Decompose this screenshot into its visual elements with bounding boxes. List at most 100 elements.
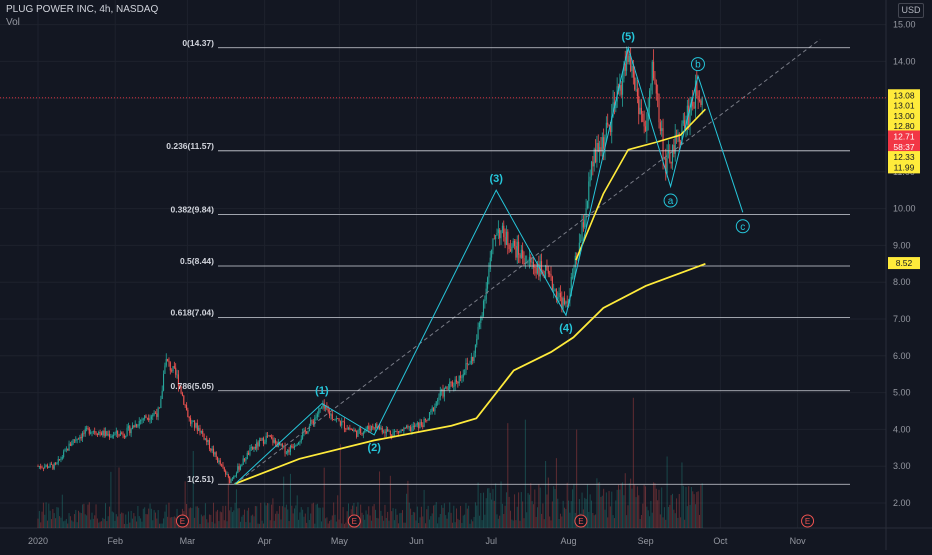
candle-body	[90, 432, 92, 434]
volume-bar	[416, 506, 418, 528]
volume-bar	[149, 503, 151, 528]
candle-body	[550, 273, 552, 277]
fib-level-label: 1(2.51)	[187, 474, 214, 484]
fib-level-label: 0.618(7.04)	[171, 308, 215, 318]
volume-bar	[383, 520, 385, 528]
volume-bar	[457, 518, 459, 528]
candle-body	[422, 425, 424, 427]
candle-body	[148, 417, 150, 421]
candle-body	[536, 264, 539, 274]
volume-bar	[287, 509, 289, 528]
volume-bar	[341, 523, 343, 528]
volume-bar	[322, 507, 324, 528]
candle-body	[693, 106, 695, 109]
candle-body	[50, 463, 53, 465]
earnings-marker-label: E	[805, 517, 810, 526]
volume-bar	[334, 514, 336, 528]
volume-bar	[512, 520, 514, 528]
candle-body	[202, 430, 204, 434]
candle-body	[465, 363, 467, 374]
volume-bar	[692, 491, 694, 528]
volume-bar	[612, 515, 614, 528]
volume-bar	[415, 520, 417, 528]
volume-bar	[339, 444, 341, 528]
candle-body	[214, 452, 216, 455]
volume-bar	[48, 503, 50, 528]
earnings-marker-icon	[175, 514, 189, 528]
volume-bar	[111, 511, 113, 528]
volume-bar	[289, 473, 291, 528]
candle-body	[316, 414, 318, 417]
currency-badge[interactable]: USD	[898, 3, 924, 18]
candle-body	[360, 428, 362, 433]
volume-bar	[277, 513, 279, 528]
volume-bar	[245, 522, 247, 528]
wave-circle	[690, 57, 705, 72]
candle-body	[241, 464, 243, 466]
candle-body	[118, 434, 120, 436]
candle-body	[619, 85, 621, 91]
moving-average-long	[234, 262, 706, 485]
volume-bar	[83, 503, 85, 528]
candle-body	[412, 425, 414, 428]
wave-circle	[735, 219, 750, 234]
volume-bar	[508, 496, 510, 528]
volume-bar	[109, 506, 111, 528]
candle-body	[358, 428, 360, 431]
volume-bar	[211, 521, 213, 528]
volume-bar	[240, 521, 241, 528]
volume-bar	[611, 491, 613, 528]
volume-bar	[503, 513, 505, 528]
volume-bar	[492, 489, 494, 528]
candle-body	[640, 107, 642, 114]
volume-bar	[79, 512, 81, 528]
candle-body	[469, 363, 471, 365]
symbol-title: PLUG POWER INC, 4h, NASDAQ	[6, 4, 159, 15]
candle-body	[61, 456, 63, 459]
candle-body	[231, 478, 233, 480]
candle-body	[59, 459, 61, 460]
volume-bar	[430, 516, 432, 528]
volume-bar	[98, 522, 100, 528]
candle-body	[268, 435, 270, 437]
x-tick-label: May	[331, 536, 349, 546]
candle-body	[75, 439, 77, 441]
volume-bar	[530, 483, 532, 528]
volume-bar	[292, 513, 294, 528]
volume-bar	[206, 519, 208, 528]
candle-body	[88, 428, 90, 434]
candle-body	[357, 430, 359, 437]
candle-body	[44, 466, 46, 469]
volume-bar	[573, 484, 575, 528]
candle-body	[678, 133, 680, 142]
volume-bar	[110, 471, 112, 528]
wave-circle-label: b	[695, 60, 701, 71]
volume-bar	[400, 512, 402, 528]
candle-body	[318, 409, 320, 415]
candle-body	[42, 467, 44, 469]
volume-bar	[426, 509, 428, 528]
candle-body	[666, 153, 668, 174]
volume-bar	[647, 510, 649, 528]
volume-bar	[357, 502, 359, 528]
volume-bar	[434, 504, 436, 528]
candle-body	[651, 61, 653, 85]
volume-bar	[649, 516, 651, 528]
volume-bar	[557, 498, 559, 528]
candle-body	[497, 229, 499, 233]
candle-body	[399, 431, 401, 433]
candle-body	[461, 377, 463, 379]
volume-bar	[276, 511, 278, 528]
volume-bar	[107, 516, 109, 528]
volume-bar	[315, 504, 317, 528]
volume-bar	[200, 514, 202, 528]
candle-body	[161, 390, 163, 399]
volume-bar	[230, 507, 232, 528]
candle-body	[361, 432, 363, 435]
x-tick-label: Mar	[180, 536, 196, 546]
fib-level-label: 0.786(5.05)	[171, 381, 215, 391]
candle-body	[237, 466, 239, 473]
volume-bar	[237, 508, 239, 528]
